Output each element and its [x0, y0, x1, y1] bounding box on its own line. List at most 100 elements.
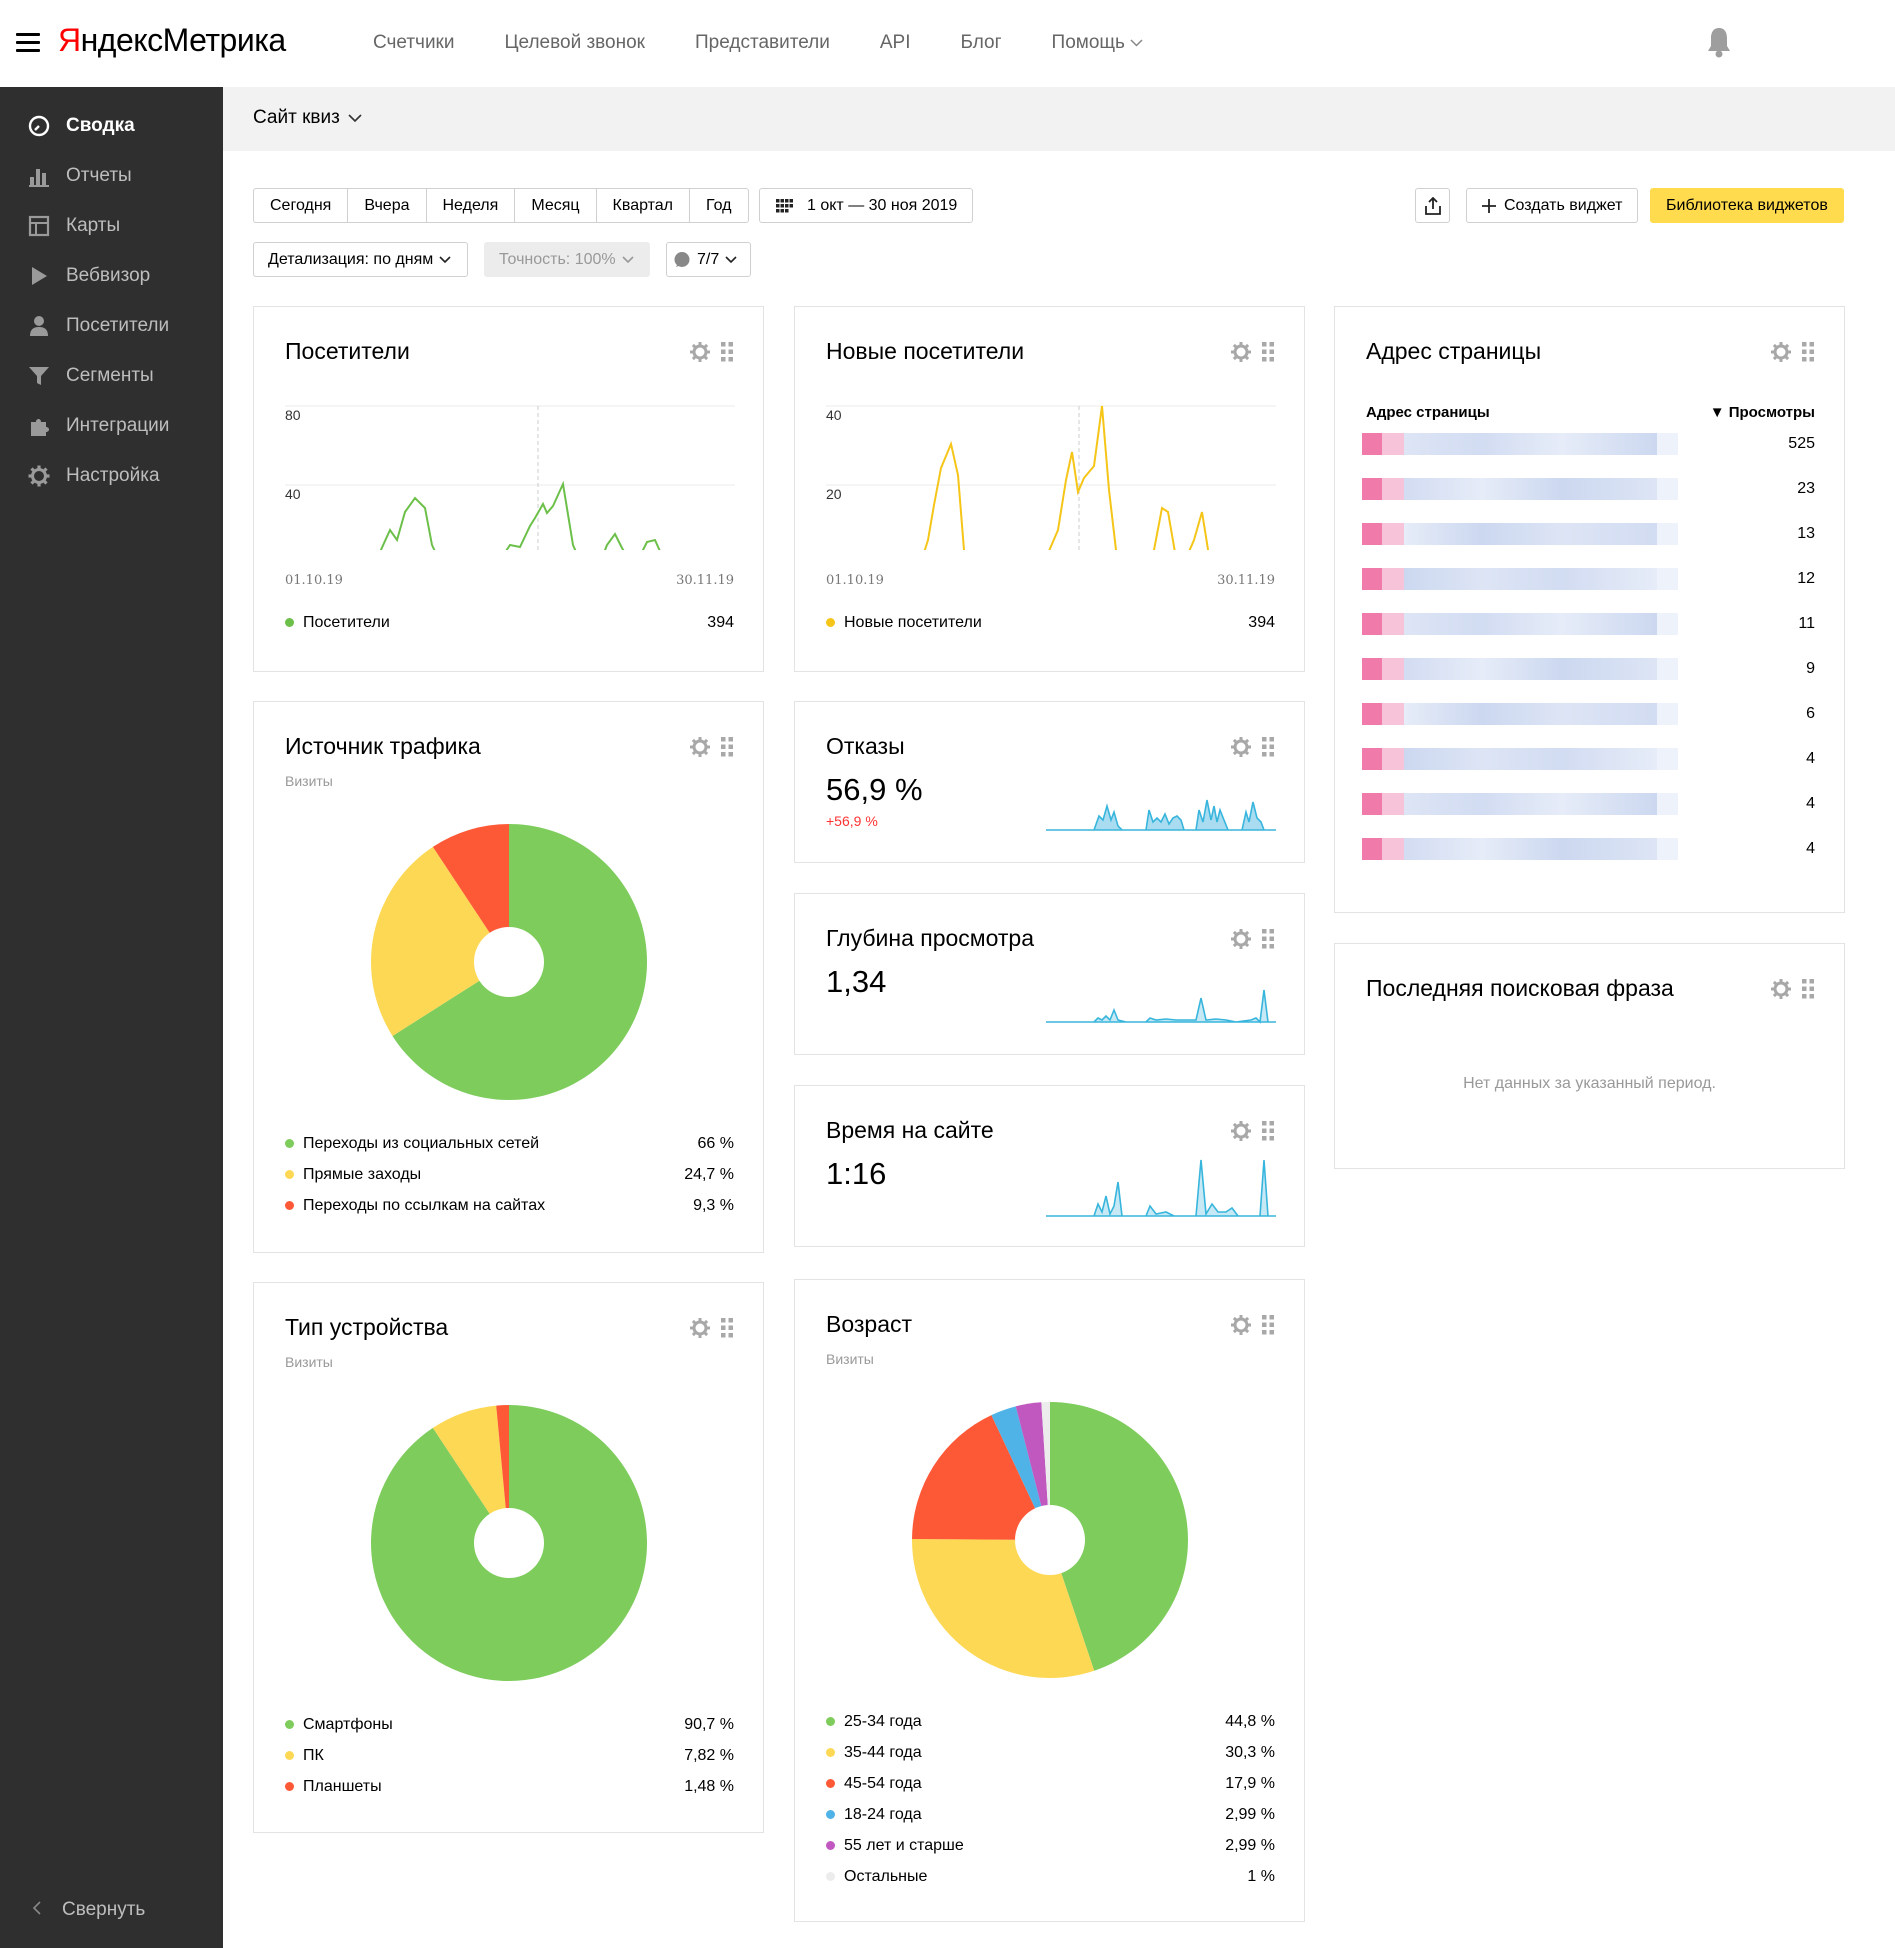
table-row[interactable]: 9: [1362, 658, 1815, 680]
nav-api[interactable]: API: [879, 32, 911, 53]
donut-slice[interactable]: [432, 824, 509, 962]
legend-row[interactable]: ПК 7,82 %: [285, 1740, 734, 1771]
gear-icon[interactable]: [1230, 1120, 1252, 1142]
drag-handle-icon[interactable]: [721, 737, 733, 757]
drag-handle-icon[interactable]: [1262, 1315, 1274, 1335]
page-url-redacted[interactable]: [1362, 748, 1678, 770]
date-range-picker[interactable]: 1 окт — 30 ноя 2019: [759, 188, 974, 223]
legend-row[interactable]: Посетители 394: [285, 607, 734, 638]
page-url-redacted[interactable]: [1362, 658, 1678, 680]
drag-handle-icon[interactable]: [1802, 979, 1814, 999]
gear-icon[interactable]: [1770, 978, 1792, 1000]
table-row[interactable]: 12: [1362, 568, 1815, 590]
table-row[interactable]: 13: [1362, 523, 1815, 545]
create-widget-button[interactable]: Создать виджет: [1466, 188, 1639, 223]
sidebar-collapse-button[interactable]: Свернуть: [0, 1890, 223, 1930]
sidebar-item-maps[interactable]: Карты: [0, 206, 223, 246]
legend-row[interactable]: Новые посетители 394: [826, 607, 1275, 638]
page-url-redacted[interactable]: [1362, 613, 1678, 635]
views-value: 4: [1806, 840, 1815, 857]
sidebar-item-reports[interactable]: Отчеты: [0, 156, 223, 196]
page-url-redacted[interactable]: [1362, 523, 1678, 545]
column-header-views[interactable]: ▼ Просмотры: [1709, 404, 1815, 421]
table-row[interactable]: 11: [1362, 613, 1815, 635]
table-row[interactable]: 4: [1362, 793, 1815, 815]
page-url-redacted[interactable]: [1362, 793, 1678, 815]
device-type-donut-chart: [371, 1405, 647, 1681]
page-url-redacted[interactable]: [1362, 703, 1678, 725]
legend-row[interactable]: 25-34 года 44,8 %: [826, 1706, 1275, 1737]
nav-representatives[interactable]: Представители: [695, 32, 830, 53]
legend-label: ПК: [303, 1746, 324, 1764]
page-url-redacted[interactable]: [1362, 433, 1678, 455]
drag-handle-icon[interactable]: [721, 1318, 733, 1338]
table-row[interactable]: 525: [1362, 433, 1815, 455]
donut-slice[interactable]: [371, 846, 509, 1036]
chevron-down-icon: [439, 256, 451, 263]
table-row[interactable]: 6: [1362, 703, 1815, 725]
drag-handle-icon[interactable]: [1262, 342, 1274, 362]
table-row[interactable]: 4: [1362, 838, 1815, 860]
gear-icon[interactable]: [1230, 1314, 1252, 1336]
nav-blog[interactable]: Блог: [960, 32, 1002, 53]
gear-icon[interactable]: [689, 736, 711, 758]
nav-target-call[interactable]: Целевой звонок: [504, 32, 645, 53]
legend-row[interactable]: Переходы из социальных сетей 66 %: [285, 1128, 734, 1159]
export-button[interactable]: [1415, 188, 1450, 223]
period-today[interactable]: Сегодня: [254, 189, 349, 222]
legend-row[interactable]: Переходы по ссылкам на сайтах 9,3 %: [285, 1190, 734, 1221]
legend-row[interactable]: Остальные 1 %: [826, 1861, 1275, 1892]
drag-handle-icon[interactable]: [1802, 342, 1814, 362]
detail-select[interactable]: Детализация: по дням: [253, 242, 468, 277]
donut-slice[interactable]: [912, 1415, 1050, 1540]
page-url-redacted[interactable]: [1362, 838, 1678, 860]
bounce-sparkline: [1046, 799, 1276, 831]
bell-icon[interactable]: [1706, 26, 1732, 58]
period-quarter[interactable]: Квартал: [597, 189, 691, 222]
sidebar-item-settings[interactable]: Настройка: [0, 456, 223, 496]
sidebar-item-integrations[interactable]: Интеграции: [0, 406, 223, 446]
donut-slice[interactable]: [432, 1405, 509, 1543]
widget-library-button[interactable]: Библиотека виджетов: [1650, 188, 1844, 223]
column-header-page[interactable]: Адрес страницы: [1366, 404, 1490, 421]
nav-help[interactable]: Помощь: [1052, 32, 1143, 54]
gear-icon[interactable]: [689, 341, 711, 363]
legend-row[interactable]: 55 лет и старше 2,99 %: [826, 1830, 1275, 1861]
gear-icon[interactable]: [1770, 341, 1792, 363]
legend-row[interactable]: 18-24 года 2,99 %: [826, 1799, 1275, 1830]
nav-counters[interactable]: Счетчики: [373, 32, 455, 53]
sidebar-item-segments[interactable]: Сегменты: [0, 356, 223, 396]
sidebar-item-summary[interactable]: Сводка: [0, 106, 223, 146]
menu-icon[interactable]: [16, 33, 40, 53]
gear-icon[interactable]: [689, 1317, 711, 1339]
period-month[interactable]: Месяц: [515, 189, 597, 222]
period-year[interactable]: Год: [706, 197, 732, 214]
legend-row[interactable]: 35-44 года 30,3 %: [826, 1737, 1275, 1768]
legend-row[interactable]: 45-54 года 17,9 %: [826, 1768, 1275, 1799]
logo[interactable]: ЯндексМетрика: [58, 22, 286, 59]
period-yesterday[interactable]: Вчера: [348, 189, 427, 222]
page-url-redacted[interactable]: [1362, 478, 1678, 500]
drag-handle-icon[interactable]: [721, 342, 733, 362]
table-row[interactable]: 23: [1362, 478, 1815, 500]
counter-select[interactable]: 7/7: [666, 242, 751, 277]
legend-row[interactable]: Планшеты 1,48 %: [285, 1771, 734, 1802]
sidebar-item-webvisor[interactable]: Вебвизор: [0, 256, 223, 296]
gear-icon[interactable]: [1230, 736, 1252, 758]
sidebar-item-visitors[interactable]: Посетители: [0, 306, 223, 346]
donut-slice[interactable]: [1015, 1402, 1050, 1540]
drag-handle-icon[interactable]: [1262, 929, 1274, 949]
page-url-redacted[interactable]: [1362, 568, 1678, 590]
gear-icon[interactable]: [1230, 341, 1252, 363]
table-row[interactable]: 4: [1362, 748, 1815, 770]
site-selector[interactable]: Сайт квиз: [253, 107, 362, 129]
period-week[interactable]: Неделя: [427, 189, 516, 222]
donut-slice[interactable]: [991, 1406, 1050, 1540]
legend-row[interactable]: Смартфоны 90,7 %: [285, 1709, 734, 1740]
legend-row[interactable]: Прямые заходы 24,7 %: [285, 1159, 734, 1190]
drag-handle-icon[interactable]: [1262, 737, 1274, 757]
drag-handle-icon[interactable]: [1262, 1121, 1274, 1141]
donut-slice[interactable]: [1050, 1402, 1188, 1671]
gear-icon[interactable]: [1230, 928, 1252, 950]
accuracy-select[interactable]: Точность: 100%: [484, 242, 650, 277]
